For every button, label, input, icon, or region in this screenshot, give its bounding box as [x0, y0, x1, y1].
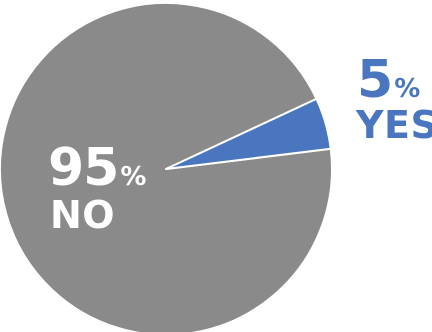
slice-value-no: 95 — [48, 138, 118, 198]
slice-label-yes: 5% YES — [355, 50, 432, 147]
svg-text:5%: 5% — [357, 50, 420, 110]
pie-slice-no — [0, 2, 333, 332]
slice-unit-yes: % — [394, 74, 420, 104]
slice-unit-no: % — [120, 162, 146, 192]
pie-slices — [0, 2, 333, 332]
slice-category-yes: YES — [355, 103, 432, 147]
slice-category-no: NO — [50, 193, 115, 237]
svg-text:95%: 95% — [48, 138, 146, 198]
slice-label-no: 95% NO — [48, 138, 146, 237]
pie-slice-yes — [165, 97, 332, 170]
slice-value-yes: 5 — [357, 50, 392, 110]
